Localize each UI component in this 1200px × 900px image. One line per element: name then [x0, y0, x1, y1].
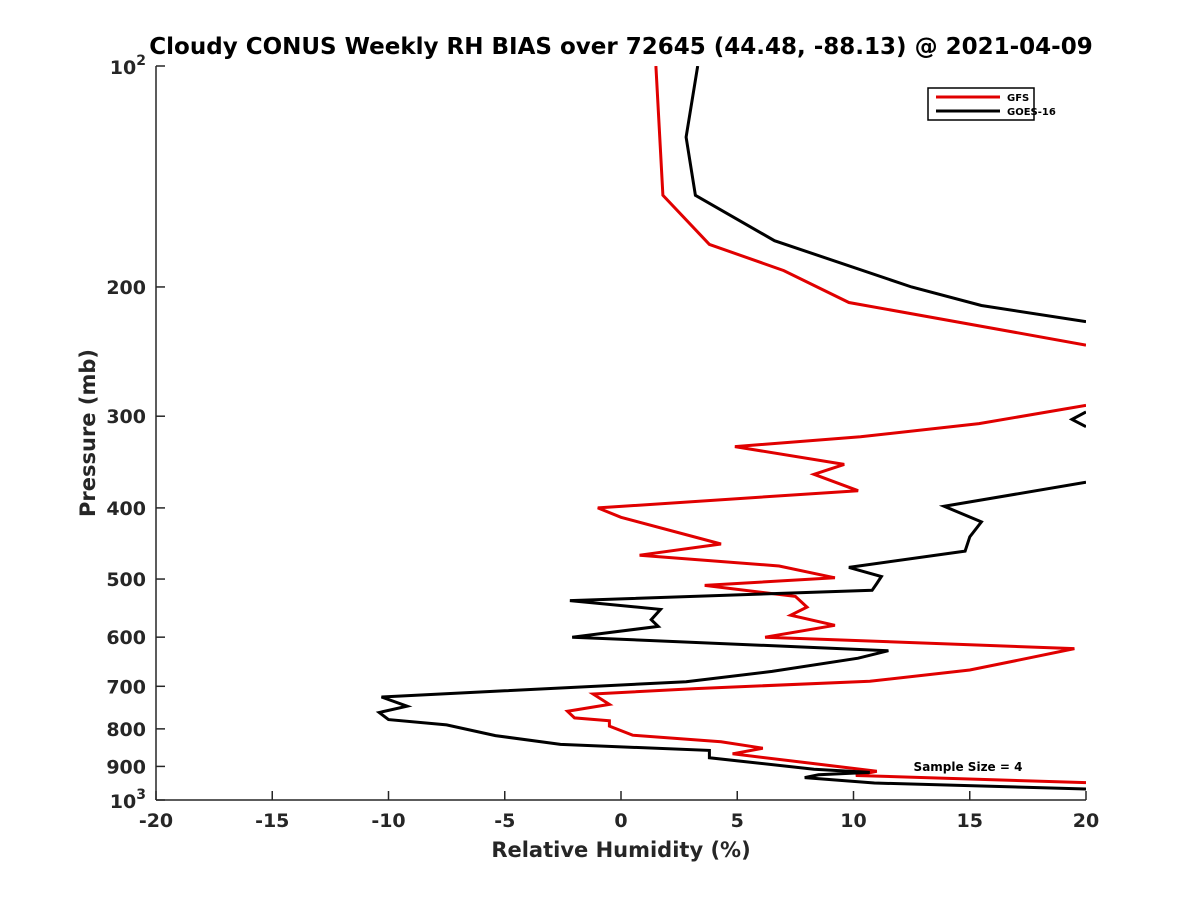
- series-goes-16-line-2: [1068, 410, 1086, 429]
- y-tick-label: 500: [106, 569, 146, 591]
- x-tick-label: 5: [731, 810, 744, 832]
- axes-layer: -20 -15 -10 -5 0 5 10 15 20 102 200 300 400 500 600 700…: [106, 53, 1099, 832]
- series-goes-16-line-1: [684, 66, 1086, 324]
- x-tick-label: 0: [614, 810, 627, 832]
- x-tick-label: 20: [1073, 810, 1099, 832]
- y-tick-label: 700: [106, 676, 146, 698]
- series-goes-16-line-3: [375, 480, 1086, 791]
- x-tick-label: -5: [494, 810, 515, 832]
- series-gfs-line-2: [564, 403, 1086, 785]
- y-tick-label: 600: [106, 627, 146, 649]
- legend-label-goes-16: GOES-16: [1007, 107, 1056, 118]
- series-group: [375, 66, 1086, 791]
- x-axis-title: Relative Humidity (%): [491, 838, 750, 862]
- x-tick-label: -20: [139, 810, 173, 832]
- x-tick-label: -15: [255, 810, 289, 832]
- legend-label-gfs: GFS: [1007, 93, 1029, 104]
- x-tick-label: -10: [371, 810, 405, 832]
- legend: GFS GOES-16: [927, 87, 1056, 121]
- y-axis-title: Pressure (mb): [76, 349, 100, 517]
- legend-box: [927, 87, 1035, 121]
- x-tick-label: 15: [957, 810, 983, 832]
- y-tick-label: 103: [110, 787, 146, 813]
- y-tick-label: 800: [106, 719, 146, 741]
- y-tick-label: 102: [110, 53, 146, 79]
- y-tick-label: 200: [106, 277, 146, 299]
- y-tick-label: 900: [106, 756, 146, 778]
- series-gfs-line-1: [654, 66, 1086, 347]
- y-tick-label: 300: [106, 406, 146, 428]
- chart-title: Cloudy CONUS Weekly RH BIAS over 72645 (…: [149, 34, 1092, 60]
- y-tick-label: 400: [106, 498, 146, 520]
- sample-size-annotation: Sample Size = 4: [914, 760, 1023, 774]
- x-tick-label: 10: [840, 810, 866, 832]
- series-layer: [375, 66, 1086, 791]
